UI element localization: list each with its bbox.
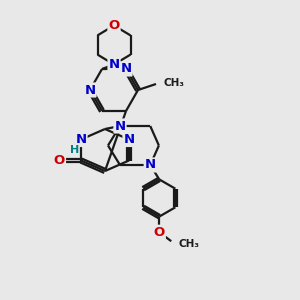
- Text: N: N: [123, 133, 135, 146]
- Text: H: H: [70, 145, 79, 155]
- Text: CH₃: CH₃: [164, 77, 184, 88]
- Text: O: O: [108, 19, 120, 32]
- Text: N: N: [145, 158, 156, 172]
- Text: N: N: [84, 83, 96, 97]
- Text: O: O: [154, 226, 165, 239]
- Text: O: O: [54, 154, 65, 167]
- Text: CH₃: CH₃: [179, 238, 200, 249]
- Text: N: N: [108, 58, 120, 71]
- Text: N: N: [75, 133, 87, 146]
- Text: N: N: [120, 62, 132, 76]
- Text: N: N: [114, 119, 126, 133]
